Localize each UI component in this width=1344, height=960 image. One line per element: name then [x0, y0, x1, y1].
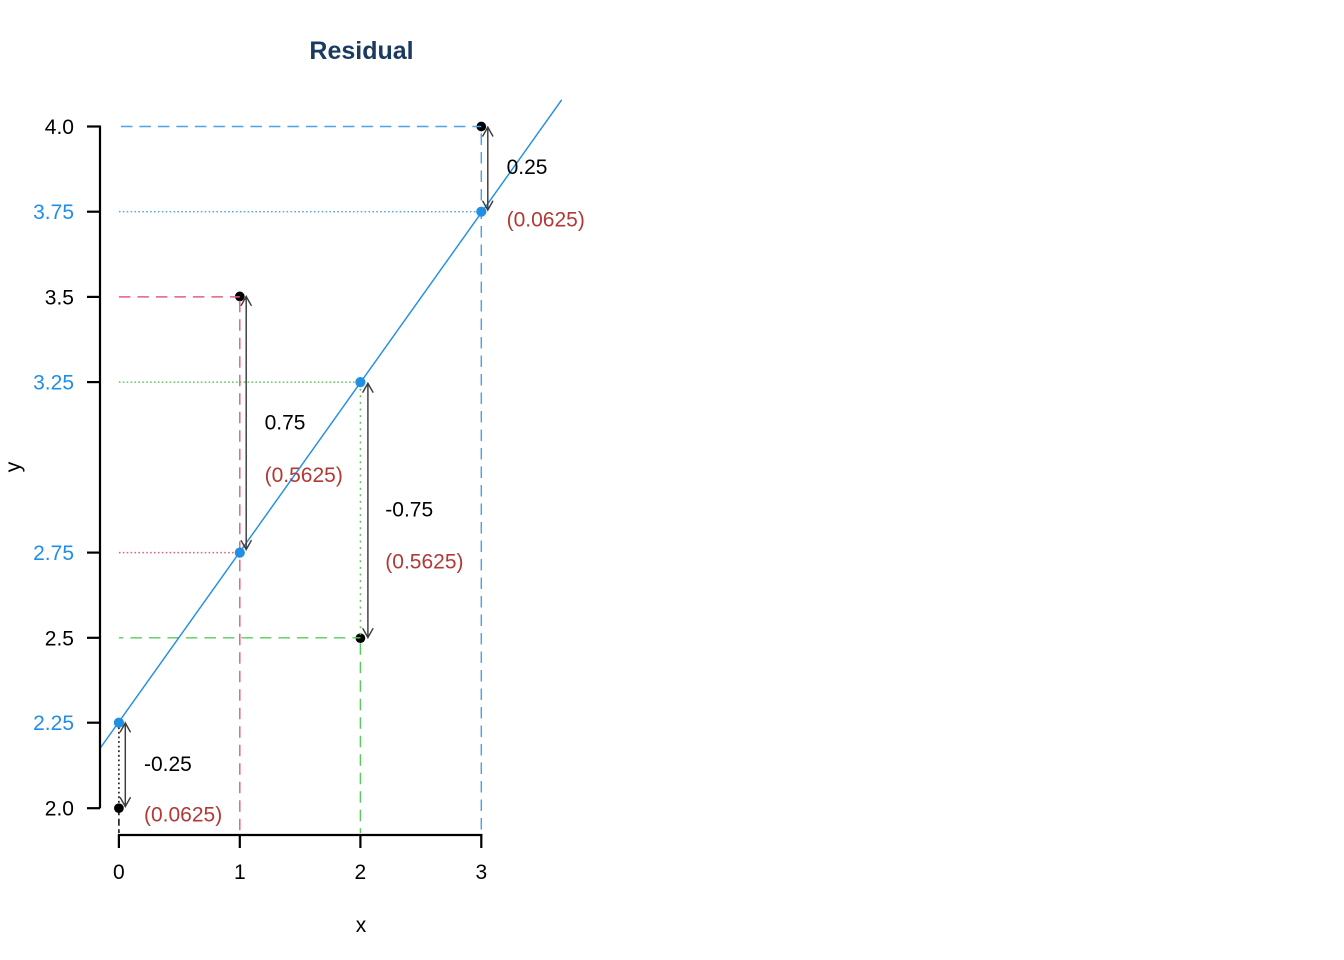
svg-text:(0.0625): (0.0625) [507, 209, 585, 232]
svg-text:-0.25: -0.25 [144, 753, 192, 776]
svg-text:3.5: 3.5 [45, 286, 74, 309]
svg-text:(0.0625): (0.0625) [144, 804, 222, 827]
svg-text:(0.5625): (0.5625) [385, 551, 463, 574]
svg-text:0.75: 0.75 [265, 412, 306, 435]
svg-text:(0.5625): (0.5625) [265, 464, 343, 487]
svg-text:3.25: 3.25 [33, 372, 74, 395]
svg-text:2: 2 [355, 861, 367, 884]
svg-text:0.25: 0.25 [507, 156, 548, 179]
svg-text:3.75: 3.75 [33, 201, 74, 224]
svg-text:0: 0 [113, 861, 125, 884]
svg-text:2.0: 2.0 [45, 798, 74, 821]
svg-text:2.25: 2.25 [33, 712, 74, 735]
svg-text:y: y [2, 461, 25, 472]
svg-text:-0.75: -0.75 [385, 499, 433, 522]
svg-text:x: x [356, 914, 367, 937]
svg-text:4.0: 4.0 [45, 116, 74, 139]
svg-text:Residual: Residual [309, 37, 413, 65]
svg-text:1: 1 [234, 861, 246, 884]
svg-text:2.75: 2.75 [33, 542, 74, 565]
svg-text:2.5: 2.5 [45, 627, 74, 650]
svg-text:3: 3 [475, 861, 487, 884]
